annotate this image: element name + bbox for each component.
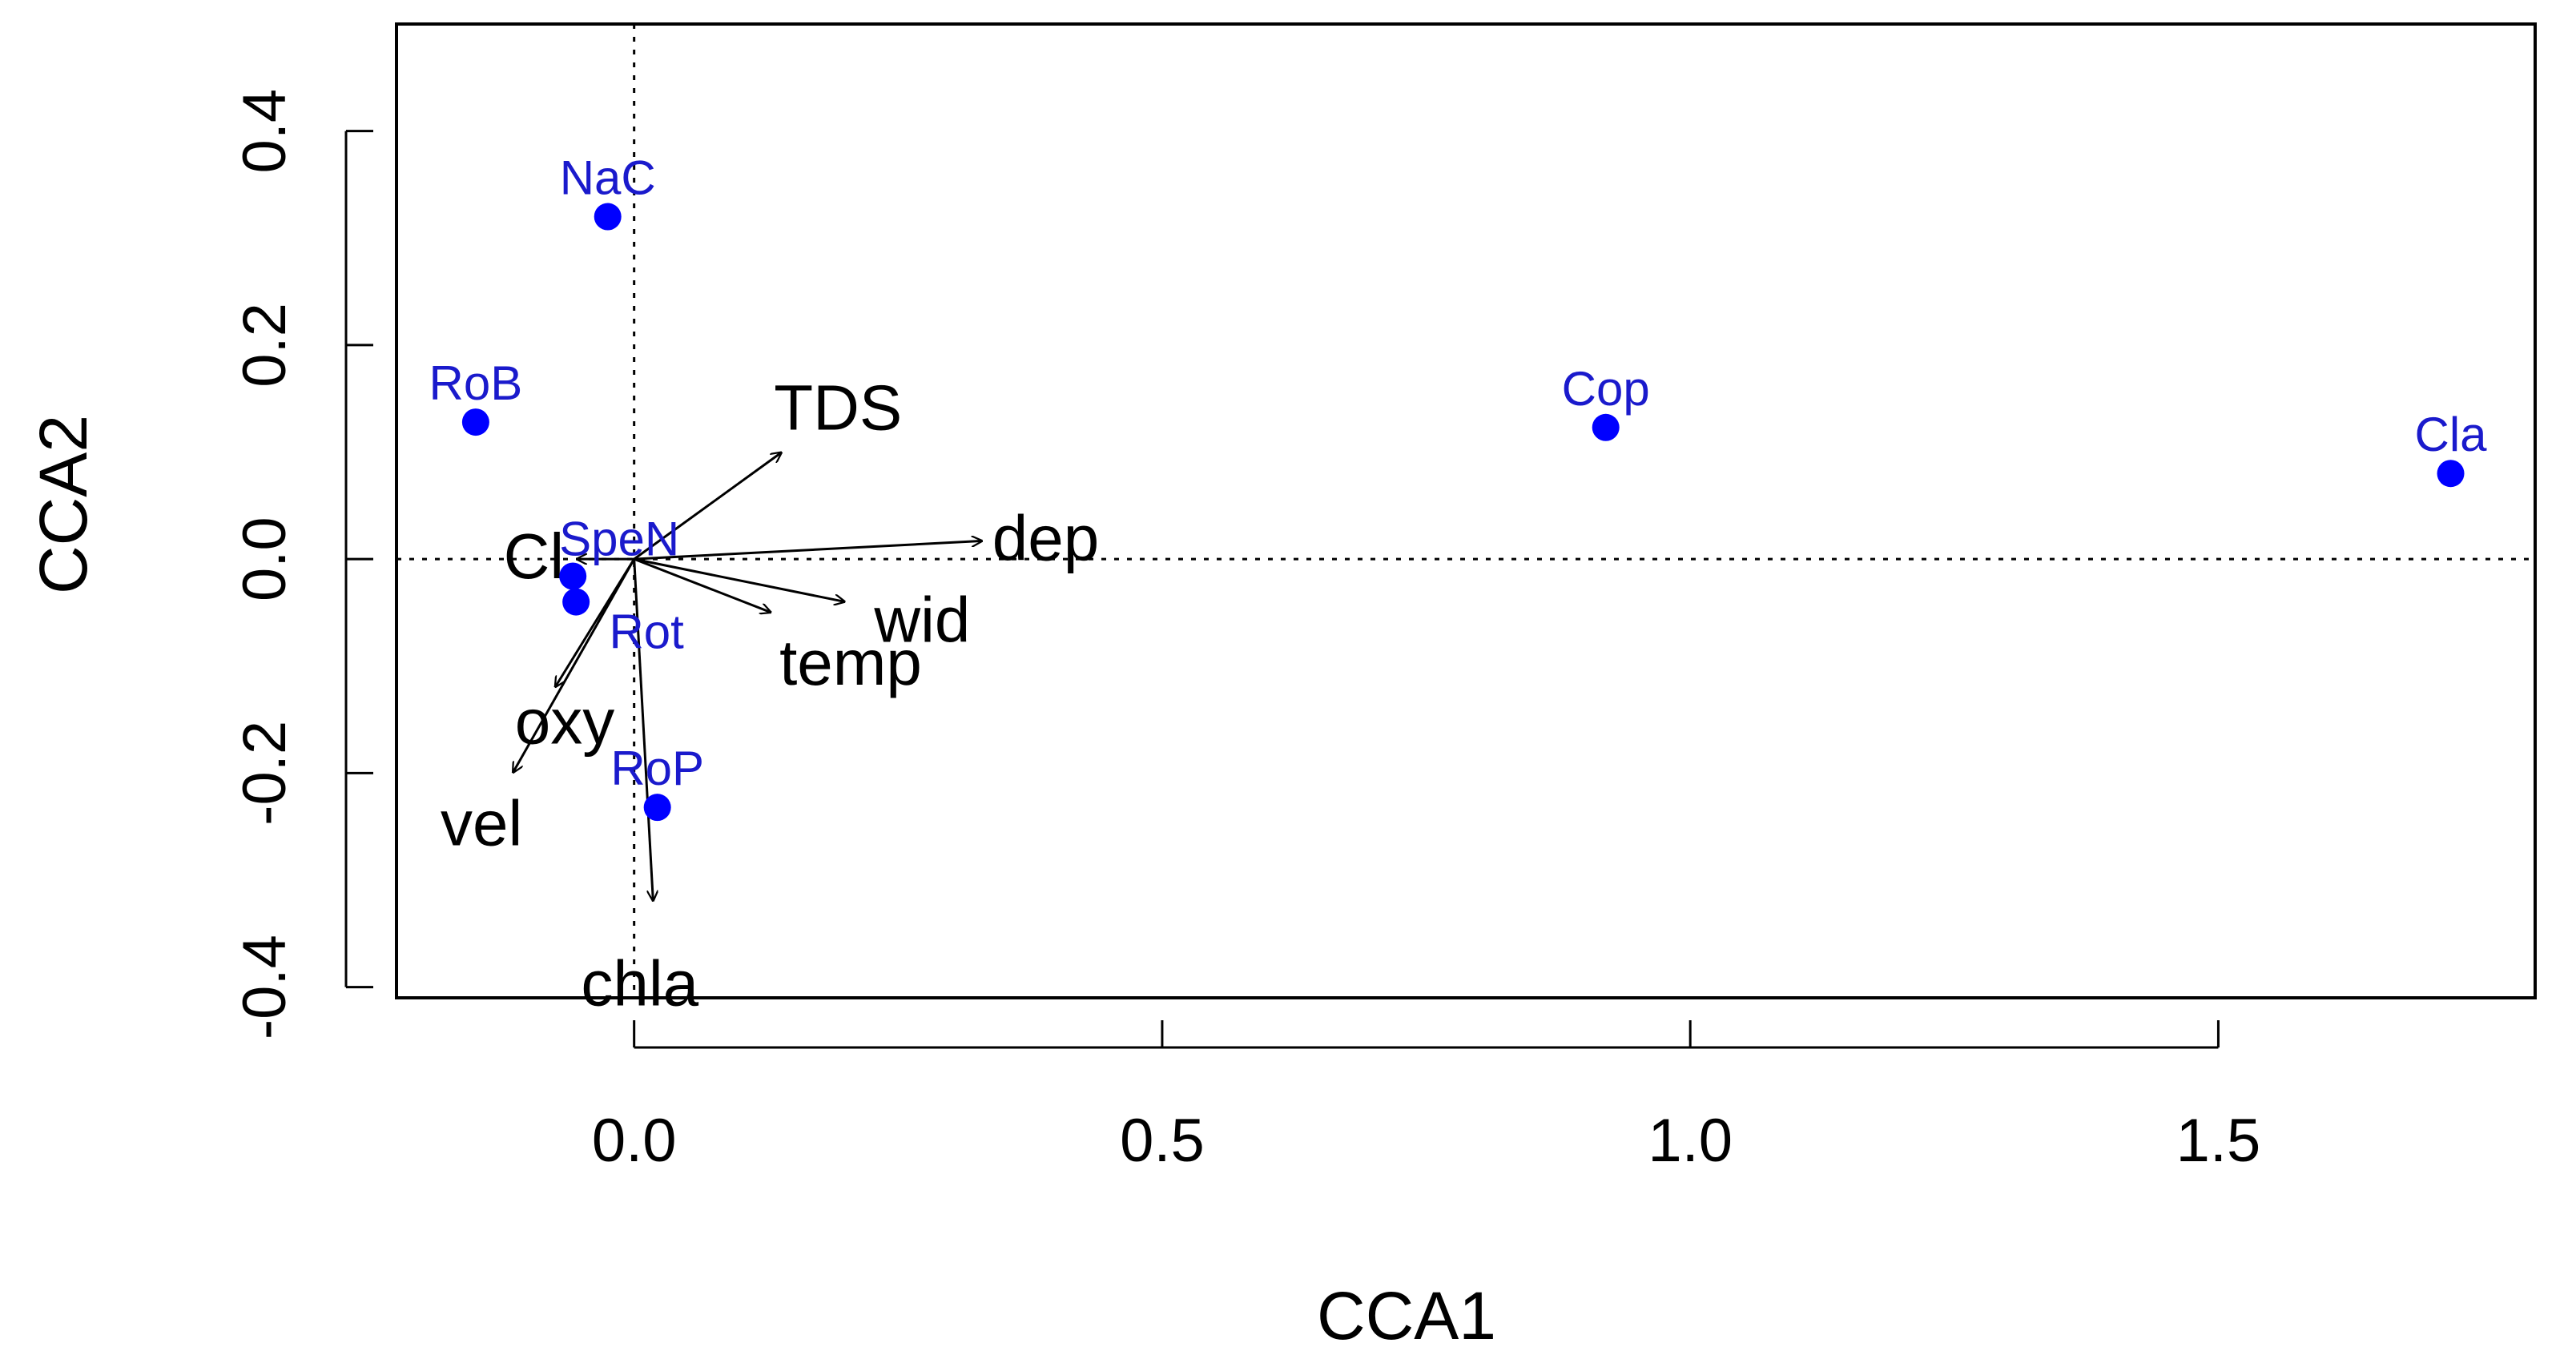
- plot-frame: [395, 22, 2537, 999]
- species-point-rot: [562, 588, 590, 616]
- y-tick-label: 0.4: [231, 89, 299, 174]
- env-vector-dep: [634, 541, 983, 561]
- species-point-spen: [559, 562, 587, 590]
- y-tick-label: 0.0: [231, 517, 299, 601]
- y-tick-label: -0.4: [231, 935, 299, 1039]
- env-vector-tds: [633, 452, 783, 561]
- species-label-nac: NaC: [560, 151, 656, 205]
- x-tick-label: 1.5: [2176, 1107, 2261, 1175]
- env-label-tds: TDS: [774, 372, 902, 444]
- env-label-vel: vel: [441, 787, 522, 858]
- env-vector-wid: [634, 557, 846, 601]
- y-tick-label: 0.2: [231, 303, 299, 388]
- env-label-wid: wid: [873, 585, 970, 656]
- env-label-oxy: oxy: [515, 686, 615, 757]
- x-tick-label: 0.5: [1120, 1107, 1205, 1175]
- species-label-rop: RoP: [610, 742, 704, 795]
- species-point-nac: [594, 203, 622, 231]
- env-label-temp: temp: [779, 627, 922, 698]
- species-label-rob: RoB: [429, 356, 523, 410]
- species-label-cop: Cop: [1562, 362, 1650, 416]
- species-point-cla: [2437, 460, 2465, 488]
- species-label-cla: Cla: [2415, 408, 2488, 461]
- env-label-dep: dep: [992, 502, 1099, 573]
- y-axis-label: CCA2: [26, 415, 101, 594]
- env-vector-vel: [511, 558, 635, 773]
- species-label-spen: SpeN: [559, 513, 679, 566]
- env-vector-temp: [634, 557, 771, 613]
- species-label-rot: Rot: [609, 605, 684, 659]
- env-label-cl: Cl: [504, 521, 565, 592]
- x-tick-label: 1.0: [1648, 1107, 1733, 1175]
- x-tick-label: 0.0: [592, 1107, 677, 1175]
- species-point-rop: [643, 794, 671, 822]
- env-vector-chla: [633, 559, 654, 902]
- species-point-cop: [1592, 413, 1620, 441]
- species-point-rob: [461, 408, 489, 436]
- x-axis-label: CCA1: [1317, 1278, 1496, 1353]
- env-label-chla: chla: [581, 948, 698, 1019]
- y-tick-label: -0.2: [231, 721, 299, 826]
